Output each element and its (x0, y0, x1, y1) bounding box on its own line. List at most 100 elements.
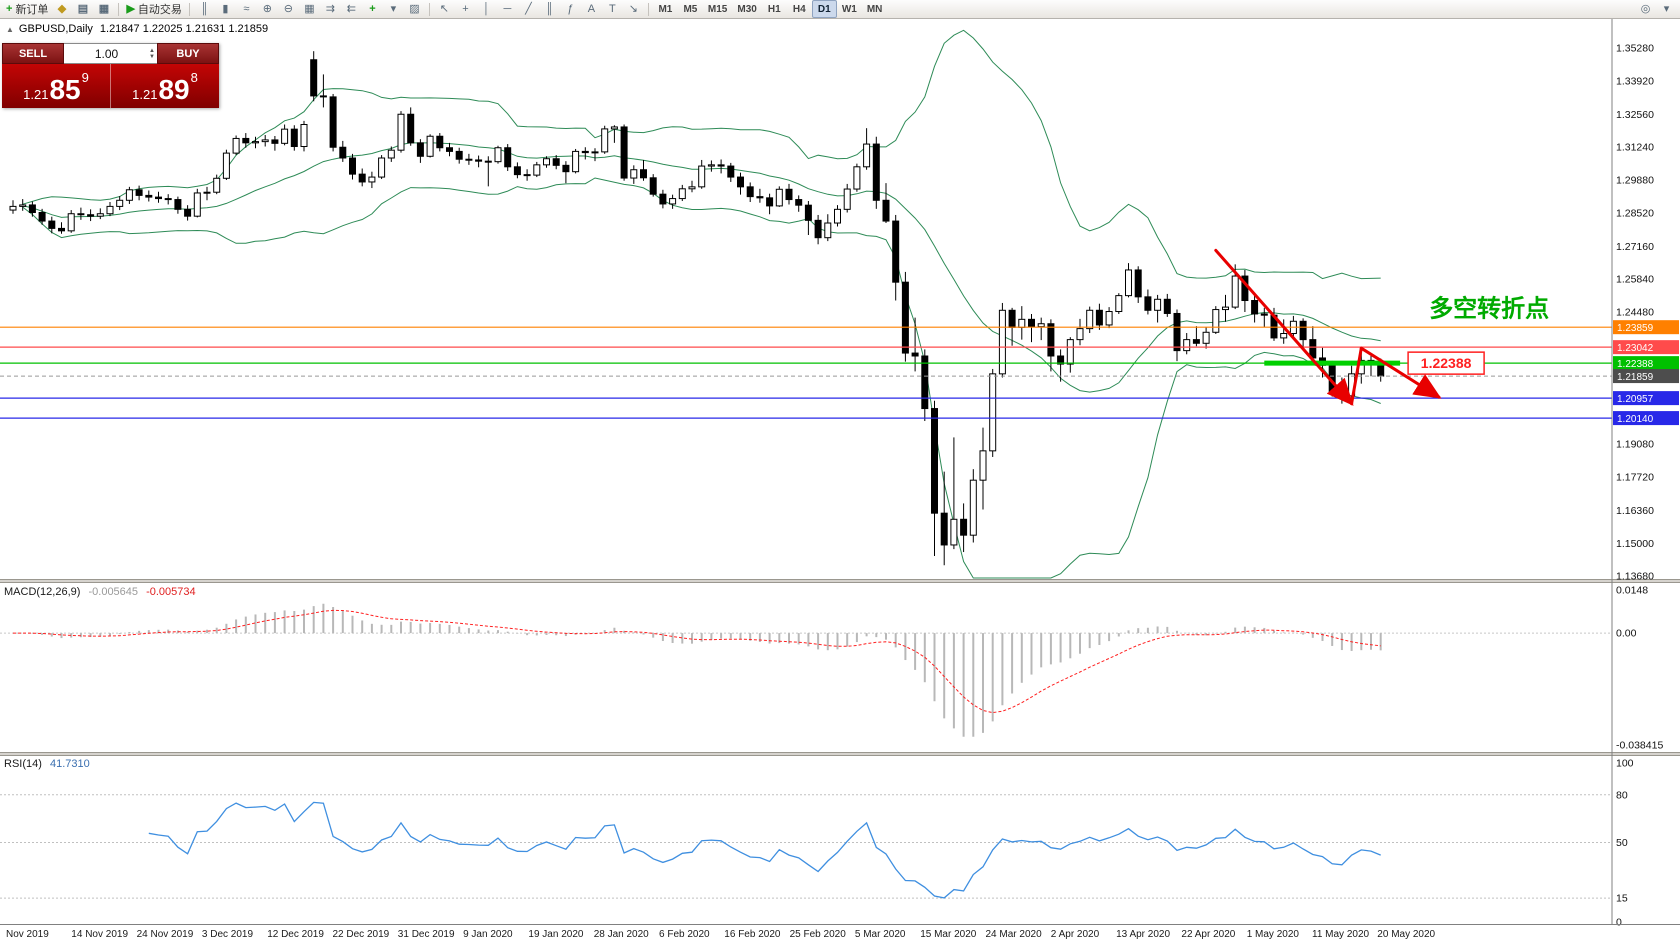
macd-axis-label: 0.00 (1616, 628, 1637, 640)
date-axis-label: 14 Nov 2019 (71, 929, 128, 940)
rsi-axis-label: 50 (1616, 837, 1628, 849)
autotrading-button[interactable]: ▶ 自动交易 (123, 0, 184, 18)
timeframe-w1-button[interactable]: W1 (841, 3, 857, 15)
vertical-line-tool-button[interactable]: │ (476, 0, 497, 18)
periods-menu-button[interactable]: ▾ (383, 0, 404, 18)
timeframe-h1-button[interactable]: H1 (767, 3, 781, 15)
price-label-text: 1.20140 (1617, 414, 1654, 425)
chart-shift-icon: ⇇ (346, 3, 357, 15)
macd-axis-label: -0.038415 (1616, 740, 1663, 752)
new-order-button[interactable]: + 新订单 (3, 0, 51, 18)
channel-tool-button[interactable]: ║ (539, 0, 560, 18)
indicators-add-button[interactable]: + (362, 0, 383, 18)
autotrading-label: 自动交易 (137, 4, 182, 16)
one-click-collapse-icon[interactable]: ▲ (6, 24, 14, 34)
terminal-window-button[interactable]: ▦ (93, 0, 114, 18)
trend-arrow[interactable] (1214, 248, 1354, 406)
macd-main-value: -0.005645 (88, 586, 139, 598)
price-label-chip (1613, 411, 1679, 426)
price-label-text: 1.20957 (1617, 394, 1654, 405)
candlestick-chart-button[interactable]: ▮ (215, 0, 236, 18)
auto-scroll-button[interactable]: ⇉ (320, 0, 341, 18)
macd-signal-value: -0.005734 (146, 586, 196, 598)
crosshair-tool-button[interactable]: + (455, 0, 476, 18)
toolbar: + 新订单 ◆ ▤ ▦ ▶ 自动交易 ║ ▮ ≈ ⊕ ⊖ ▦ ⇉ ⇇ + ▾ ▨ ↖ + │ ─ ╱ ║ ƒ A T ↘ M1 M5 M15… (0, 0, 1680, 19)
buy-quote[interactable]: 1.21 89 8 (111, 64, 219, 108)
volume-down-icon[interactable]: ▼ (149, 53, 155, 60)
timeframe-m1-button[interactable]: M1 (658, 3, 673, 15)
price-label-chip (1613, 320, 1679, 335)
chart-search-button[interactable]: ◎ (1635, 0, 1656, 18)
buy-button[interactable]: BUY (157, 43, 219, 64)
candlestick-chart-icon: ▮ (222, 3, 229, 15)
macd-label: MACD(12,26,9) -0.005645 -0.005734 (4, 586, 196, 598)
fibonacci-tool-button[interactable]: ƒ (560, 0, 581, 18)
price-label-chip (1613, 369, 1679, 384)
rsi-axis-label: 15 (1616, 893, 1628, 905)
price-axis-label: 1.16360 (1616, 505, 1654, 517)
price-label-text: 1.21859 (1617, 372, 1654, 383)
timeframe-d1-button[interactable]: D1 (811, 0, 837, 18)
tile-windows-button[interactable]: ▦ (299, 0, 320, 18)
date-axis-label: 11 May 2020 (1312, 929, 1370, 940)
price-axis-label: 1.15000 (1616, 538, 1654, 550)
arrows-tool-button[interactable]: ↘ (623, 0, 644, 18)
toolbar-overflow-icon: ▾ (1663, 3, 1670, 15)
timeframe-h4-button[interactable]: H4 (792, 3, 806, 15)
templates-menu-button[interactable]: ▨ (404, 0, 425, 18)
price-axis-label: 1.35280 (1616, 43, 1654, 55)
bollinger-upper-band[interactable] (22, 29, 1381, 280)
text-tool-button[interactable]: A (581, 0, 602, 18)
panel-separator[interactable] (0, 579, 1680, 583)
date-axis-label: 16 Feb 2020 (724, 929, 781, 940)
timeframe-mn-button[interactable]: MN (866, 3, 883, 15)
periods-menu-icon: ▾ (390, 3, 397, 15)
buy-price-prefix: 1.21 (132, 87, 158, 102)
rsi-name: RSI(14) (4, 758, 42, 770)
cursor-tool-button[interactable]: ↖ (434, 0, 455, 18)
chart-window-button[interactable]: ◆ (51, 0, 72, 18)
chart-background[interactable] (0, 18, 1680, 943)
date-axis-label: Nov 2019 (6, 929, 49, 940)
price-tag-text: 1.22388 (1421, 355, 1472, 371)
channel-tool-icon: ║ (545, 3, 554, 15)
line-chart-button[interactable]: ≈ (236, 0, 257, 18)
zoom-in-button[interactable]: ⊕ (257, 0, 278, 18)
date-axis-label: 2 Apr 2020 (1051, 929, 1100, 940)
toolbar-overflow-button[interactable]: ▾ (1656, 0, 1677, 18)
profiles-button[interactable]: ▤ (72, 0, 93, 18)
bar-chart-button[interactable]: ║ (194, 0, 215, 18)
date-axis-label: 22 Apr 2020 (1181, 929, 1235, 940)
panel-separator[interactable] (0, 752, 1680, 756)
volume-input[interactable] (64, 46, 150, 61)
volume-up-icon[interactable]: ▲ (149, 47, 155, 54)
date-axis-label: 5 Mar 2020 (855, 929, 906, 940)
horizontal-line-tool-button[interactable]: ─ (497, 0, 518, 18)
price-axis-label: 1.17720 (1616, 472, 1654, 484)
trendline-tool-button[interactable]: ╱ (518, 0, 539, 18)
price-tag-annotation[interactable] (1407, 351, 1485, 375)
quote-divider (110, 64, 111, 108)
bar-chart-icon: ║ (200, 3, 209, 15)
volume-stepper[interactable]: ▲ ▼ (149, 48, 157, 60)
volume-box: ▲▼ (64, 43, 157, 64)
turning-point-annotation[interactable]: 多空转折点 (1429, 294, 1549, 322)
timeframe-m30-button[interactable]: M30 (737, 3, 757, 15)
bollinger-lower-band[interactable] (22, 177, 1381, 579)
chart-window-icon: ◆ (57, 3, 67, 15)
rsi-line (148, 801, 1381, 899)
sell-button[interactable]: SELL (2, 43, 64, 64)
chart-shift-button[interactable]: ⇇ (341, 0, 362, 18)
line-chart-icon: ≈ (243, 3, 250, 15)
zoom-out-button[interactable]: ⊖ (278, 0, 299, 18)
date-axis-label: 25 Feb 2020 (790, 929, 847, 940)
date-axis-label: 13 Apr 2020 (1116, 929, 1170, 940)
timeframe-m15-button[interactable]: M15 (707, 3, 728, 15)
sell-quote[interactable]: 1.21 85 9 (2, 64, 110, 108)
buy-price-big: 89 (158, 74, 190, 105)
timeframe-m5-button[interactable]: M5 (683, 3, 698, 15)
trend-arrow[interactable] (1350, 346, 1363, 406)
trend-arrow[interactable] (1359, 346, 1442, 399)
label-tool-button[interactable]: T (602, 0, 623, 18)
